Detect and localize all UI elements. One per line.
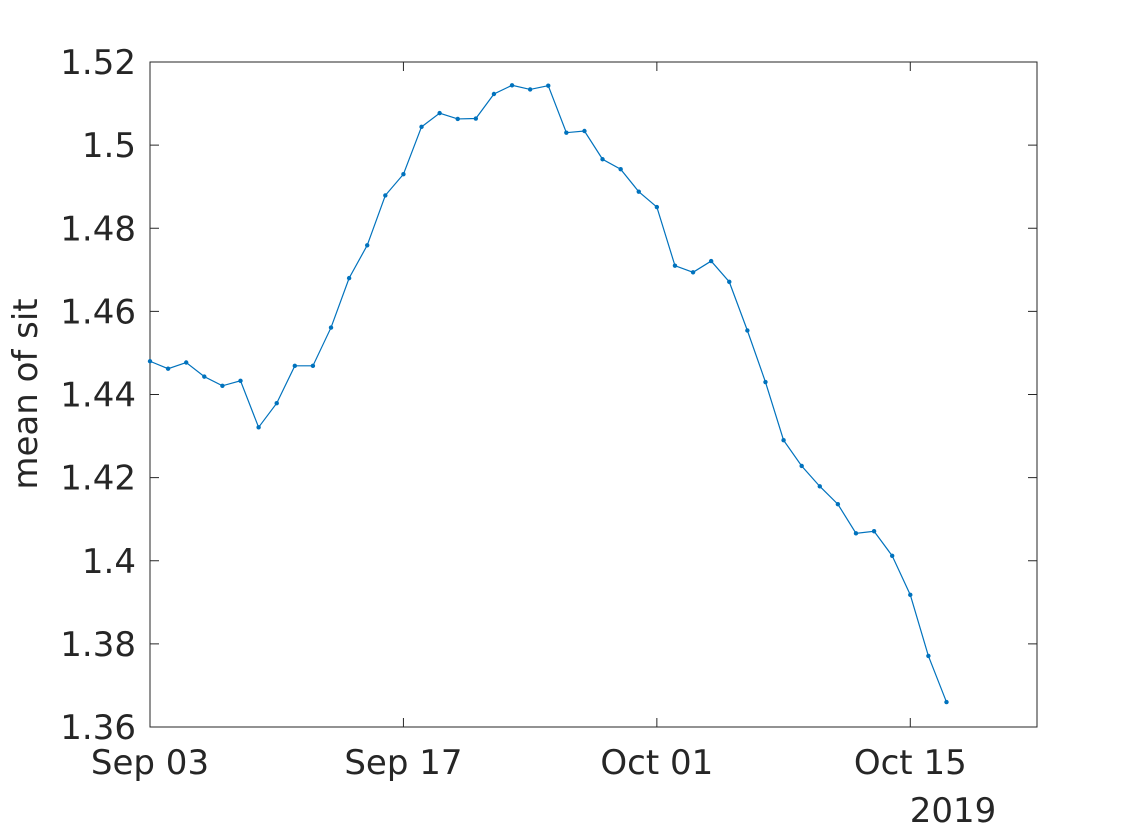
data-point <box>473 116 479 121</box>
x-tick-label: Oct 01 <box>600 743 713 783</box>
data-point <box>582 128 587 134</box>
y-tick-label: 1.36 <box>60 708 136 748</box>
data-point <box>564 130 569 135</box>
x-year-label: 2019 <box>910 791 997 831</box>
data-point <box>238 378 243 383</box>
data-point <box>509 83 515 88</box>
data-point <box>853 531 859 536</box>
x-tick-label: Sep 03 <box>91 743 209 783</box>
data-point <box>799 463 804 469</box>
y-tick-label: 1.44 <box>60 376 136 416</box>
data-point <box>527 87 533 92</box>
data-point <box>600 157 605 162</box>
data-point <box>491 91 497 97</box>
y-tick-label: 1.42 <box>60 459 136 499</box>
data-point <box>781 438 786 443</box>
data-point <box>184 360 189 365</box>
y-tick-label: 1.5 <box>82 126 136 166</box>
y-axis-label: mean of sit <box>6 298 46 489</box>
x-tick-label: Sep 17 <box>344 743 462 783</box>
data-point <box>202 374 207 379</box>
data-point <box>618 167 623 172</box>
y-axis: 1.36 1.38 1.4 1.42 1.44 1.46 1.48 1.5 1.52 <box>60 43 1037 748</box>
data-point <box>944 699 949 705</box>
data-point <box>383 193 388 198</box>
x-axis: Sep 03 Sep 17 Oct 01 Oct 15 <box>91 62 967 783</box>
data-point <box>147 359 153 364</box>
data-point <box>310 363 316 369</box>
y-tick-label: 1.52 <box>60 43 136 83</box>
data-point <box>328 325 334 330</box>
data-point <box>672 263 678 268</box>
data-point <box>455 116 460 122</box>
data-point <box>256 425 261 430</box>
data-point <box>926 653 931 659</box>
data-point <box>763 379 768 385</box>
data-point <box>346 275 352 281</box>
data-point <box>889 553 895 558</box>
data-point <box>835 502 841 507</box>
data-point <box>419 124 424 130</box>
data-point <box>274 401 279 406</box>
y-tick-label: 1.46 <box>60 292 136 332</box>
data-point <box>871 529 877 534</box>
data-point <box>165 366 171 371</box>
data-point <box>654 204 660 210</box>
x-tick-label: Oct 15 <box>854 743 967 783</box>
data-point <box>292 363 298 369</box>
data-point <box>636 189 641 194</box>
y-tick-label: 1.38 <box>60 625 136 665</box>
data-point <box>401 172 406 177</box>
data-point <box>708 258 714 264</box>
series-layer <box>147 83 949 705</box>
data-point <box>220 383 225 388</box>
data-point <box>727 279 732 285</box>
y-tick-label: 1.48 <box>60 209 136 249</box>
plot-area <box>149 61 1038 728</box>
data-point <box>690 270 696 275</box>
y-tick-label: 1.4 <box>82 542 136 582</box>
data-point <box>546 83 551 88</box>
data-point <box>745 328 750 333</box>
data-point <box>908 592 913 598</box>
data-point <box>817 484 822 489</box>
data-point <box>365 243 370 248</box>
data-point <box>437 110 442 116</box>
